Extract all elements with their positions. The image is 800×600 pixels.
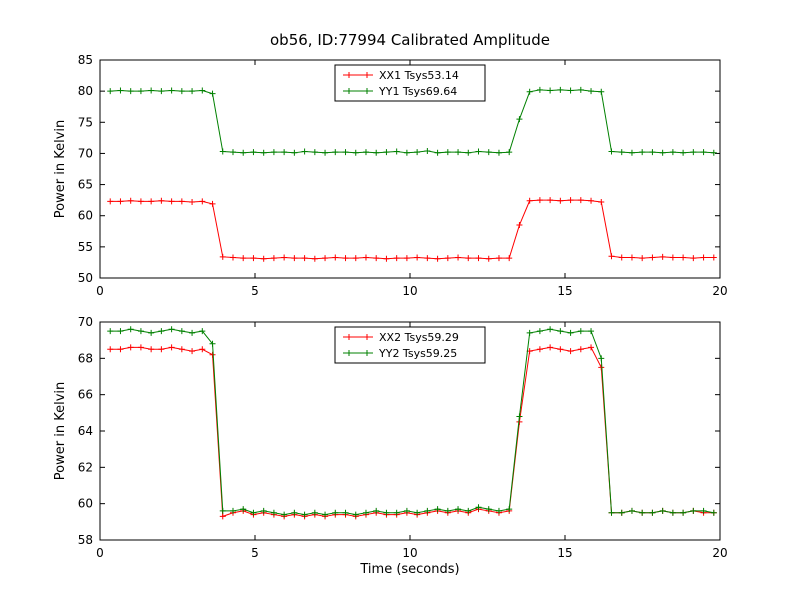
series-markers-YY2	[107, 326, 717, 518]
x-tick-label: 20	[712, 284, 727, 298]
legend-marker-sample	[346, 88, 370, 94]
series-markers-XX2	[107, 344, 717, 520]
top-subplot: Power in Kelvin 0 5 10 15 20 50 55 60 65 70 75 80 85…	[53, 53, 728, 298]
bottom-subplot: Power in Kelvin Time (seconds) 0 5 10 15 20 5…	[53, 315, 728, 577]
legend-label: YY1 Tsys69.64	[378, 85, 457, 98]
legend-marker-sample	[346, 334, 370, 340]
x-tick-label: 5	[251, 284, 259, 298]
x-tick-label: 10	[402, 546, 417, 560]
y-tick-label: 65	[78, 178, 93, 192]
y-tick-label: 58	[78, 533, 93, 547]
legend-label: XX1 Tsys53.14	[379, 69, 459, 82]
series-markers-YY1	[107, 86, 717, 156]
y-tick-label: 62	[78, 460, 93, 474]
y-tick-label: 66	[78, 388, 93, 402]
x-tick-label: 0	[96, 284, 104, 298]
y-tick-label: 70	[78, 146, 93, 160]
y-tick-label: 60	[78, 497, 93, 511]
legend-box	[334, 326, 486, 364]
y-axis-label-top: Power in Kelvin	[53, 120, 68, 218]
y-tick-label: 55	[78, 240, 93, 254]
legend-marker-sample	[346, 72, 370, 78]
x-axis-label: Time (seconds)	[359, 562, 459, 577]
x-tick-label: 20	[712, 546, 727, 560]
x-tick-label: 10	[402, 284, 417, 298]
x-tick-label: 0	[96, 546, 104, 560]
x-tick-label: 5	[251, 546, 259, 560]
y-tick-label: 60	[78, 209, 93, 223]
series-line-XX1	[110, 199, 714, 260]
y-tick-label: 68	[78, 351, 93, 365]
y-tick-label: 85	[78, 53, 93, 67]
y-tick-label: 64	[78, 424, 93, 438]
y-tick-label: 75	[78, 115, 93, 129]
y-tick-label: 50	[78, 271, 93, 285]
series-line-XX2	[110, 346, 714, 518]
legend-box	[334, 64, 486, 102]
x-tick-label: 15	[557, 546, 572, 560]
legend-label: YY2 Tsys59.25	[378, 347, 457, 360]
y-tick-label: 80	[78, 84, 93, 98]
legend-label: XX2 Tsys59.29	[379, 331, 459, 344]
x-tick-label: 15	[557, 284, 572, 298]
y-axis-label-bottom: Power in Kelvin	[53, 382, 68, 480]
series-markers-XX1	[107, 197, 717, 262]
chart-title: ob56, ID:77994 Calibrated Amplitude	[270, 31, 550, 49]
y-tick-label: 70	[78, 315, 93, 329]
legend-marker-sample	[346, 350, 370, 356]
